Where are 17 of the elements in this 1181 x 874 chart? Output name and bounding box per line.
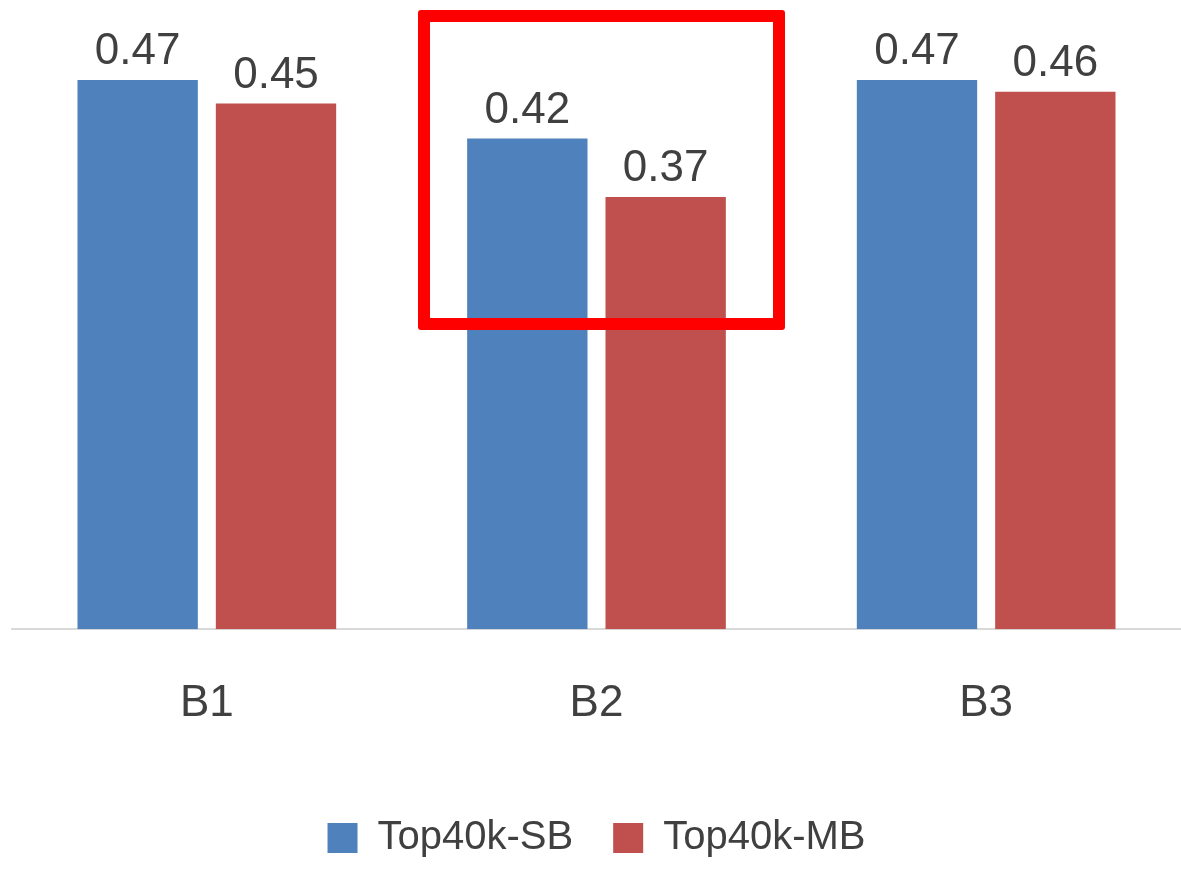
legend-label: Top40k-SB [377, 813, 574, 858]
bar [215, 103, 337, 630]
legend-label: Top40k-MB [663, 813, 866, 858]
data-label: 0.46 [1012, 35, 1099, 85]
x-tick-label: B3 [959, 675, 1014, 725]
x-tick-label: B2 [569, 675, 624, 725]
x-tick-label: B1 [179, 675, 234, 725]
bar [605, 196, 726, 630]
data-label: 0.47 [874, 24, 960, 74]
data-label: 0.42 [484, 82, 571, 132]
data-label: 0.37 [622, 141, 709, 191]
data-label: 0.47 [94, 24, 181, 74]
bar [77, 80, 198, 630]
bar [856, 80, 978, 630]
bar [995, 91, 1116, 630]
data-label: 0.45 [233, 47, 319, 97]
bar [467, 138, 588, 630]
